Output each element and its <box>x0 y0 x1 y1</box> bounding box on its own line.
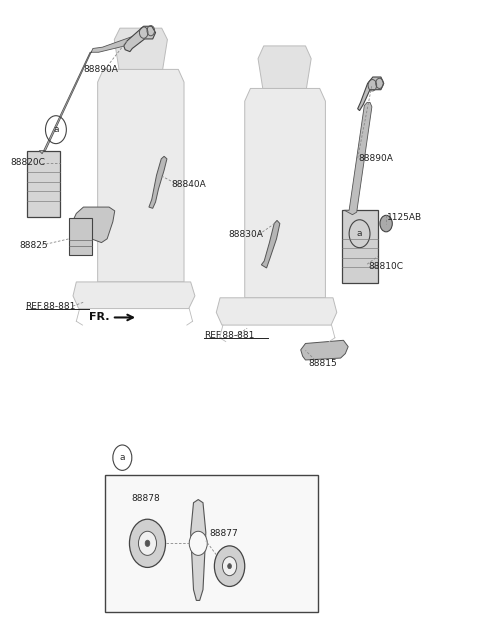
Polygon shape <box>73 282 195 308</box>
FancyBboxPatch shape <box>105 476 318 612</box>
Text: 88878: 88878 <box>131 495 160 504</box>
Text: a: a <box>120 453 125 462</box>
Text: 88820C: 88820C <box>10 158 45 167</box>
Polygon shape <box>149 156 167 209</box>
Text: 88815: 88815 <box>309 358 337 367</box>
Circle shape <box>138 531 156 556</box>
Text: 88830A: 88830A <box>228 230 263 239</box>
Text: 88825: 88825 <box>19 241 48 250</box>
Polygon shape <box>97 69 184 282</box>
Polygon shape <box>245 88 325 298</box>
Polygon shape <box>261 220 280 268</box>
Text: 88890A: 88890A <box>359 154 394 163</box>
Text: REF.88-881: REF.88-881 <box>25 301 76 310</box>
FancyBboxPatch shape <box>27 150 60 217</box>
Text: REF.88-881: REF.88-881 <box>204 332 255 340</box>
FancyBboxPatch shape <box>342 211 378 284</box>
Text: 1125AB: 1125AB <box>387 212 422 221</box>
Circle shape <box>145 540 150 547</box>
Circle shape <box>380 215 392 232</box>
Polygon shape <box>358 77 384 111</box>
Text: a: a <box>357 229 362 238</box>
Circle shape <box>189 531 207 556</box>
Circle shape <box>228 564 231 569</box>
FancyBboxPatch shape <box>69 218 92 255</box>
Polygon shape <box>114 28 168 69</box>
Polygon shape <box>344 102 372 214</box>
Polygon shape <box>39 35 140 154</box>
Circle shape <box>215 546 245 586</box>
Text: a: a <box>53 125 59 134</box>
Polygon shape <box>301 340 348 360</box>
Polygon shape <box>74 207 115 243</box>
Circle shape <box>130 519 166 568</box>
Polygon shape <box>124 26 156 52</box>
Circle shape <box>222 557 237 576</box>
Text: FR.: FR. <box>89 312 109 323</box>
Text: 88877: 88877 <box>209 529 238 538</box>
Polygon shape <box>191 500 206 600</box>
Polygon shape <box>216 298 337 325</box>
Text: 88840A: 88840A <box>171 180 206 189</box>
Text: 88890A: 88890A <box>84 65 118 74</box>
Polygon shape <box>258 46 311 88</box>
Text: 88810C: 88810C <box>368 262 403 271</box>
